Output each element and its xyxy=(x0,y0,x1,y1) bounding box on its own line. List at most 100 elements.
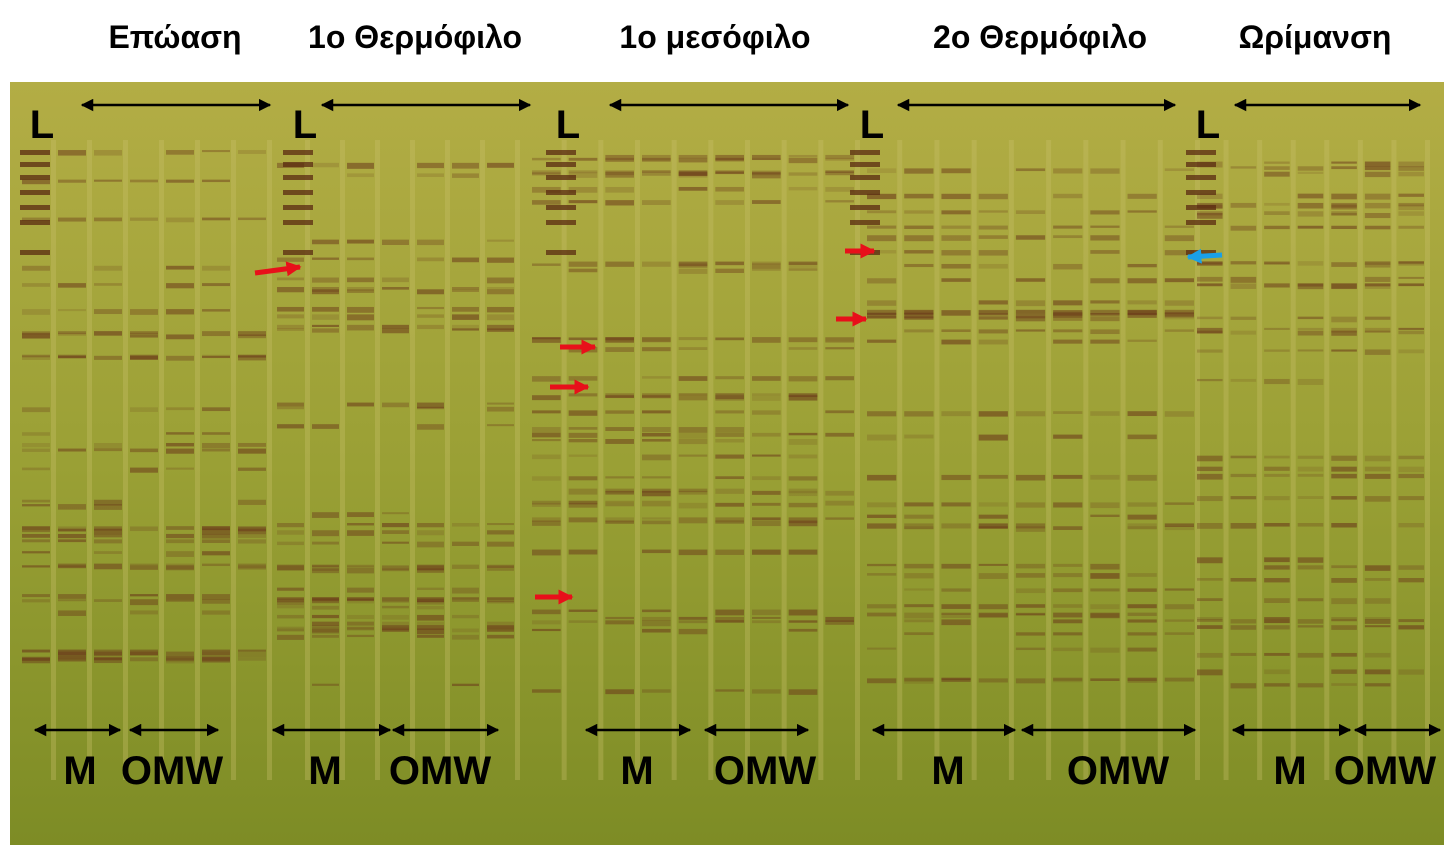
ladder-band xyxy=(850,220,880,225)
ladder-band xyxy=(546,250,576,255)
band xyxy=(1398,625,1424,629)
ladder-band xyxy=(20,190,50,195)
band xyxy=(1128,300,1157,304)
band xyxy=(1298,598,1324,601)
band xyxy=(941,168,970,173)
band xyxy=(417,523,444,527)
band xyxy=(312,278,339,283)
band xyxy=(312,599,339,603)
band xyxy=(1365,474,1391,479)
band xyxy=(1165,168,1194,171)
band xyxy=(1016,588,1045,593)
band xyxy=(347,314,374,320)
band xyxy=(867,300,896,305)
band xyxy=(22,333,50,339)
band xyxy=(979,502,1008,506)
lane-gap xyxy=(972,140,977,780)
band xyxy=(1264,683,1290,686)
band xyxy=(202,283,230,286)
band xyxy=(1016,210,1045,214)
band xyxy=(867,168,896,173)
band xyxy=(904,250,933,253)
band xyxy=(452,328,479,330)
band xyxy=(1128,278,1157,283)
band xyxy=(1128,475,1157,481)
band xyxy=(532,501,561,505)
lane-gap xyxy=(1121,140,1126,780)
band xyxy=(1165,502,1194,504)
band xyxy=(941,278,970,282)
band xyxy=(166,468,194,470)
band xyxy=(1398,496,1424,500)
band xyxy=(1298,261,1324,265)
band xyxy=(1398,262,1424,265)
band xyxy=(312,240,339,245)
lane-gap xyxy=(672,140,677,780)
ladder-band xyxy=(283,175,313,180)
lane-gap xyxy=(934,140,939,780)
band xyxy=(789,158,818,163)
band xyxy=(752,263,781,268)
band xyxy=(1331,226,1357,229)
band xyxy=(202,657,230,662)
band xyxy=(202,594,230,600)
band xyxy=(642,521,671,525)
band xyxy=(532,550,561,556)
band xyxy=(1398,331,1424,335)
band xyxy=(347,565,374,567)
band xyxy=(642,172,671,175)
ladder-band xyxy=(20,205,50,210)
band xyxy=(22,565,50,567)
band xyxy=(904,194,933,199)
ladder-band xyxy=(1186,162,1216,167)
lane-gap xyxy=(1324,140,1329,780)
ladder-band xyxy=(283,205,313,210)
band xyxy=(94,534,122,537)
band xyxy=(1090,648,1119,653)
band xyxy=(1165,235,1194,241)
band xyxy=(312,258,339,260)
band xyxy=(58,333,86,336)
band xyxy=(417,568,444,572)
band xyxy=(715,187,744,192)
band xyxy=(487,403,514,405)
band xyxy=(941,250,970,255)
band xyxy=(1090,316,1119,321)
band xyxy=(94,180,122,182)
group-label: M xyxy=(63,749,96,793)
band xyxy=(312,565,339,567)
band xyxy=(1016,604,1045,608)
band xyxy=(1331,474,1357,479)
band xyxy=(532,395,561,400)
band xyxy=(417,599,444,602)
band xyxy=(58,534,86,538)
band xyxy=(1365,226,1391,230)
band xyxy=(1016,502,1045,507)
lane-gap xyxy=(818,140,823,780)
band xyxy=(679,158,708,163)
band xyxy=(715,489,744,494)
band xyxy=(1128,604,1157,608)
band xyxy=(1365,194,1391,200)
band xyxy=(166,180,194,183)
band xyxy=(487,307,514,312)
band xyxy=(979,564,1008,566)
band xyxy=(382,523,409,527)
band xyxy=(569,410,598,415)
band xyxy=(904,411,933,416)
band xyxy=(347,289,374,293)
band xyxy=(1128,340,1157,342)
band xyxy=(679,395,708,400)
band xyxy=(715,393,744,399)
band xyxy=(569,262,598,267)
band xyxy=(452,597,479,602)
band xyxy=(22,407,50,412)
band xyxy=(1090,564,1119,570)
band xyxy=(904,435,933,439)
band xyxy=(1298,331,1324,336)
band xyxy=(277,627,304,631)
band xyxy=(1016,523,1045,528)
band xyxy=(679,393,708,395)
band xyxy=(752,517,781,520)
lane-gap xyxy=(410,140,415,780)
